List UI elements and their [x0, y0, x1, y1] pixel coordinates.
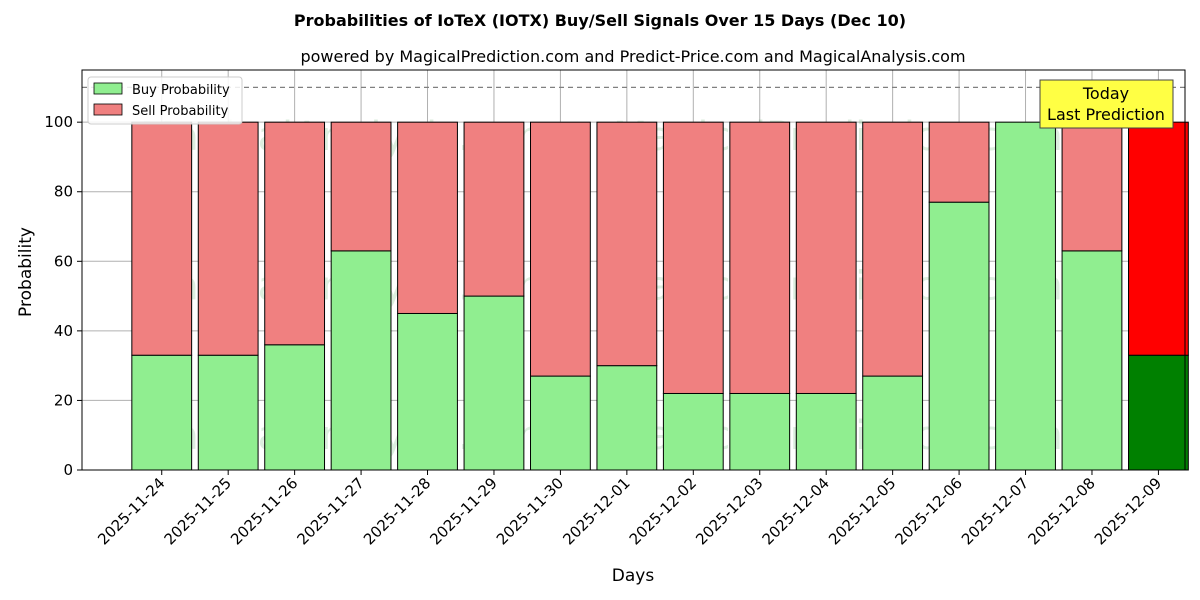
annotation-line-2: Last Prediction: [1047, 105, 1165, 124]
bar-sell-2025-11-27: [330, 121, 392, 252]
y-tick-label: 0: [63, 461, 73, 479]
x-tick-label: 2025-12-09: [1091, 474, 1165, 548]
chart-title: Probabilities of IoTeX (IOTX) Buy/Sell S…: [294, 11, 906, 30]
y-tick-label: 40: [54, 322, 73, 340]
chart-subtitle: powered by MagicalPrediction.com and Pre…: [300, 47, 965, 66]
bar-sell-2025-12-06: [928, 121, 990, 203]
y-tick-label: 80: [54, 183, 73, 201]
y-tick-label: 60: [54, 252, 73, 270]
x-axis-label: Days: [612, 566, 655, 586]
bar-sell-2025-11-28: [397, 121, 458, 314]
legend-swatch-sell: [93, 103, 123, 116]
bar-buy-2025-12-05: [862, 375, 924, 471]
bar-sell-2025-12-08: [1061, 121, 1123, 252]
legend-label-buy: Buy Probability: [132, 83, 230, 98]
bar-sell-2025-11-25: [197, 121, 259, 356]
x-tick-label: 2025-12-05: [825, 474, 899, 548]
bar-buy-2025-12-07: [995, 121, 1056, 471]
x-axis-ticks: 2025-11-242025-11-252025-11-262025-11-27…: [94, 470, 1165, 548]
bar-buy-2025-11-27: [330, 250, 392, 471]
bar-sell-2025-11-30: [530, 121, 591, 377]
bars: [131, 121, 1189, 471]
y-axis-ticks: 0 20 40 60 80 100: [44, 113, 82, 479]
annotation-line-1: Today: [1082, 84, 1129, 103]
x-tick-label: 2025-11-28: [360, 474, 434, 548]
x-tick-label: 2025-11-27: [294, 474, 368, 548]
x-tick-label: 2025-12-02: [626, 474, 700, 548]
legend-label-sell: Sell Probability: [132, 104, 229, 119]
bar-sell-2025-12-09: [1128, 121, 1189, 356]
x-tick-label: 2025-11-26: [227, 474, 301, 548]
today-annotation: Today Last Prediction: [1039, 79, 1174, 129]
plot-frame: [81, 69, 1186, 471]
x-tick-label: 2025-12-07: [958, 474, 1032, 548]
bar-buy-2025-12-01: [596, 365, 658, 471]
bar-buy-2025-11-26: [264, 344, 326, 471]
bar-buy-2025-12-02: [662, 392, 724, 471]
x-tick-label: 2025-12-06: [892, 474, 966, 548]
bar-buy-2025-12-06: [928, 201, 990, 471]
x-tick-label: 2025-12-08: [1024, 474, 1098, 548]
bar-sell-2025-12-02: [662, 121, 724, 394]
bar-buy-2025-11-28: [397, 312, 458, 471]
x-tick-label: 2025-11-29: [426, 474, 500, 548]
bar-buy-2025-12-09: [1128, 354, 1189, 471]
bar-buy-2025-11-29: [463, 295, 525, 471]
bar-sell-2025-12-03: [729, 121, 791, 394]
bar-sell-2025-11-24: [131, 121, 193, 356]
y-tick-label: 100: [44, 113, 73, 131]
y-axis-label: Probability: [16, 227, 36, 317]
x-tick-label: 2025-11-24: [94, 474, 168, 548]
bar-sell-2025-11-26: [264, 121, 326, 346]
x-tick-label: 2025-11-30: [493, 474, 567, 548]
bar-sell-2025-12-05: [862, 121, 924, 377]
bar-buy-2025-12-08: [1061, 250, 1123, 471]
x-tick-label: 2025-12-03: [692, 474, 766, 548]
legend-swatch-buy: [93, 82, 123, 95]
bar-sell-2025-12-01: [596, 121, 658, 367]
x-tick-label: 2025-12-01: [559, 474, 633, 548]
bar-buy-2025-11-24: [131, 354, 193, 471]
bar-sell-2025-12-04: [795, 121, 857, 394]
bar-buy-2025-11-30: [530, 375, 591, 471]
legend: Buy Probability Sell Probability: [87, 76, 243, 125]
legend-box: [87, 76, 243, 125]
bar-buy-2025-11-25: [197, 354, 259, 471]
annotation-box: [1039, 79, 1174, 129]
x-tick-label: 2025-12-04: [759, 474, 833, 548]
bar-buy-2025-12-04: [795, 392, 857, 471]
y-tick-label: 20: [54, 391, 73, 409]
bar-buy-2025-12-03: [729, 392, 791, 471]
bar-sell-2025-11-29: [463, 121, 525, 297]
x-tick-label: 2025-11-25: [161, 474, 235, 548]
